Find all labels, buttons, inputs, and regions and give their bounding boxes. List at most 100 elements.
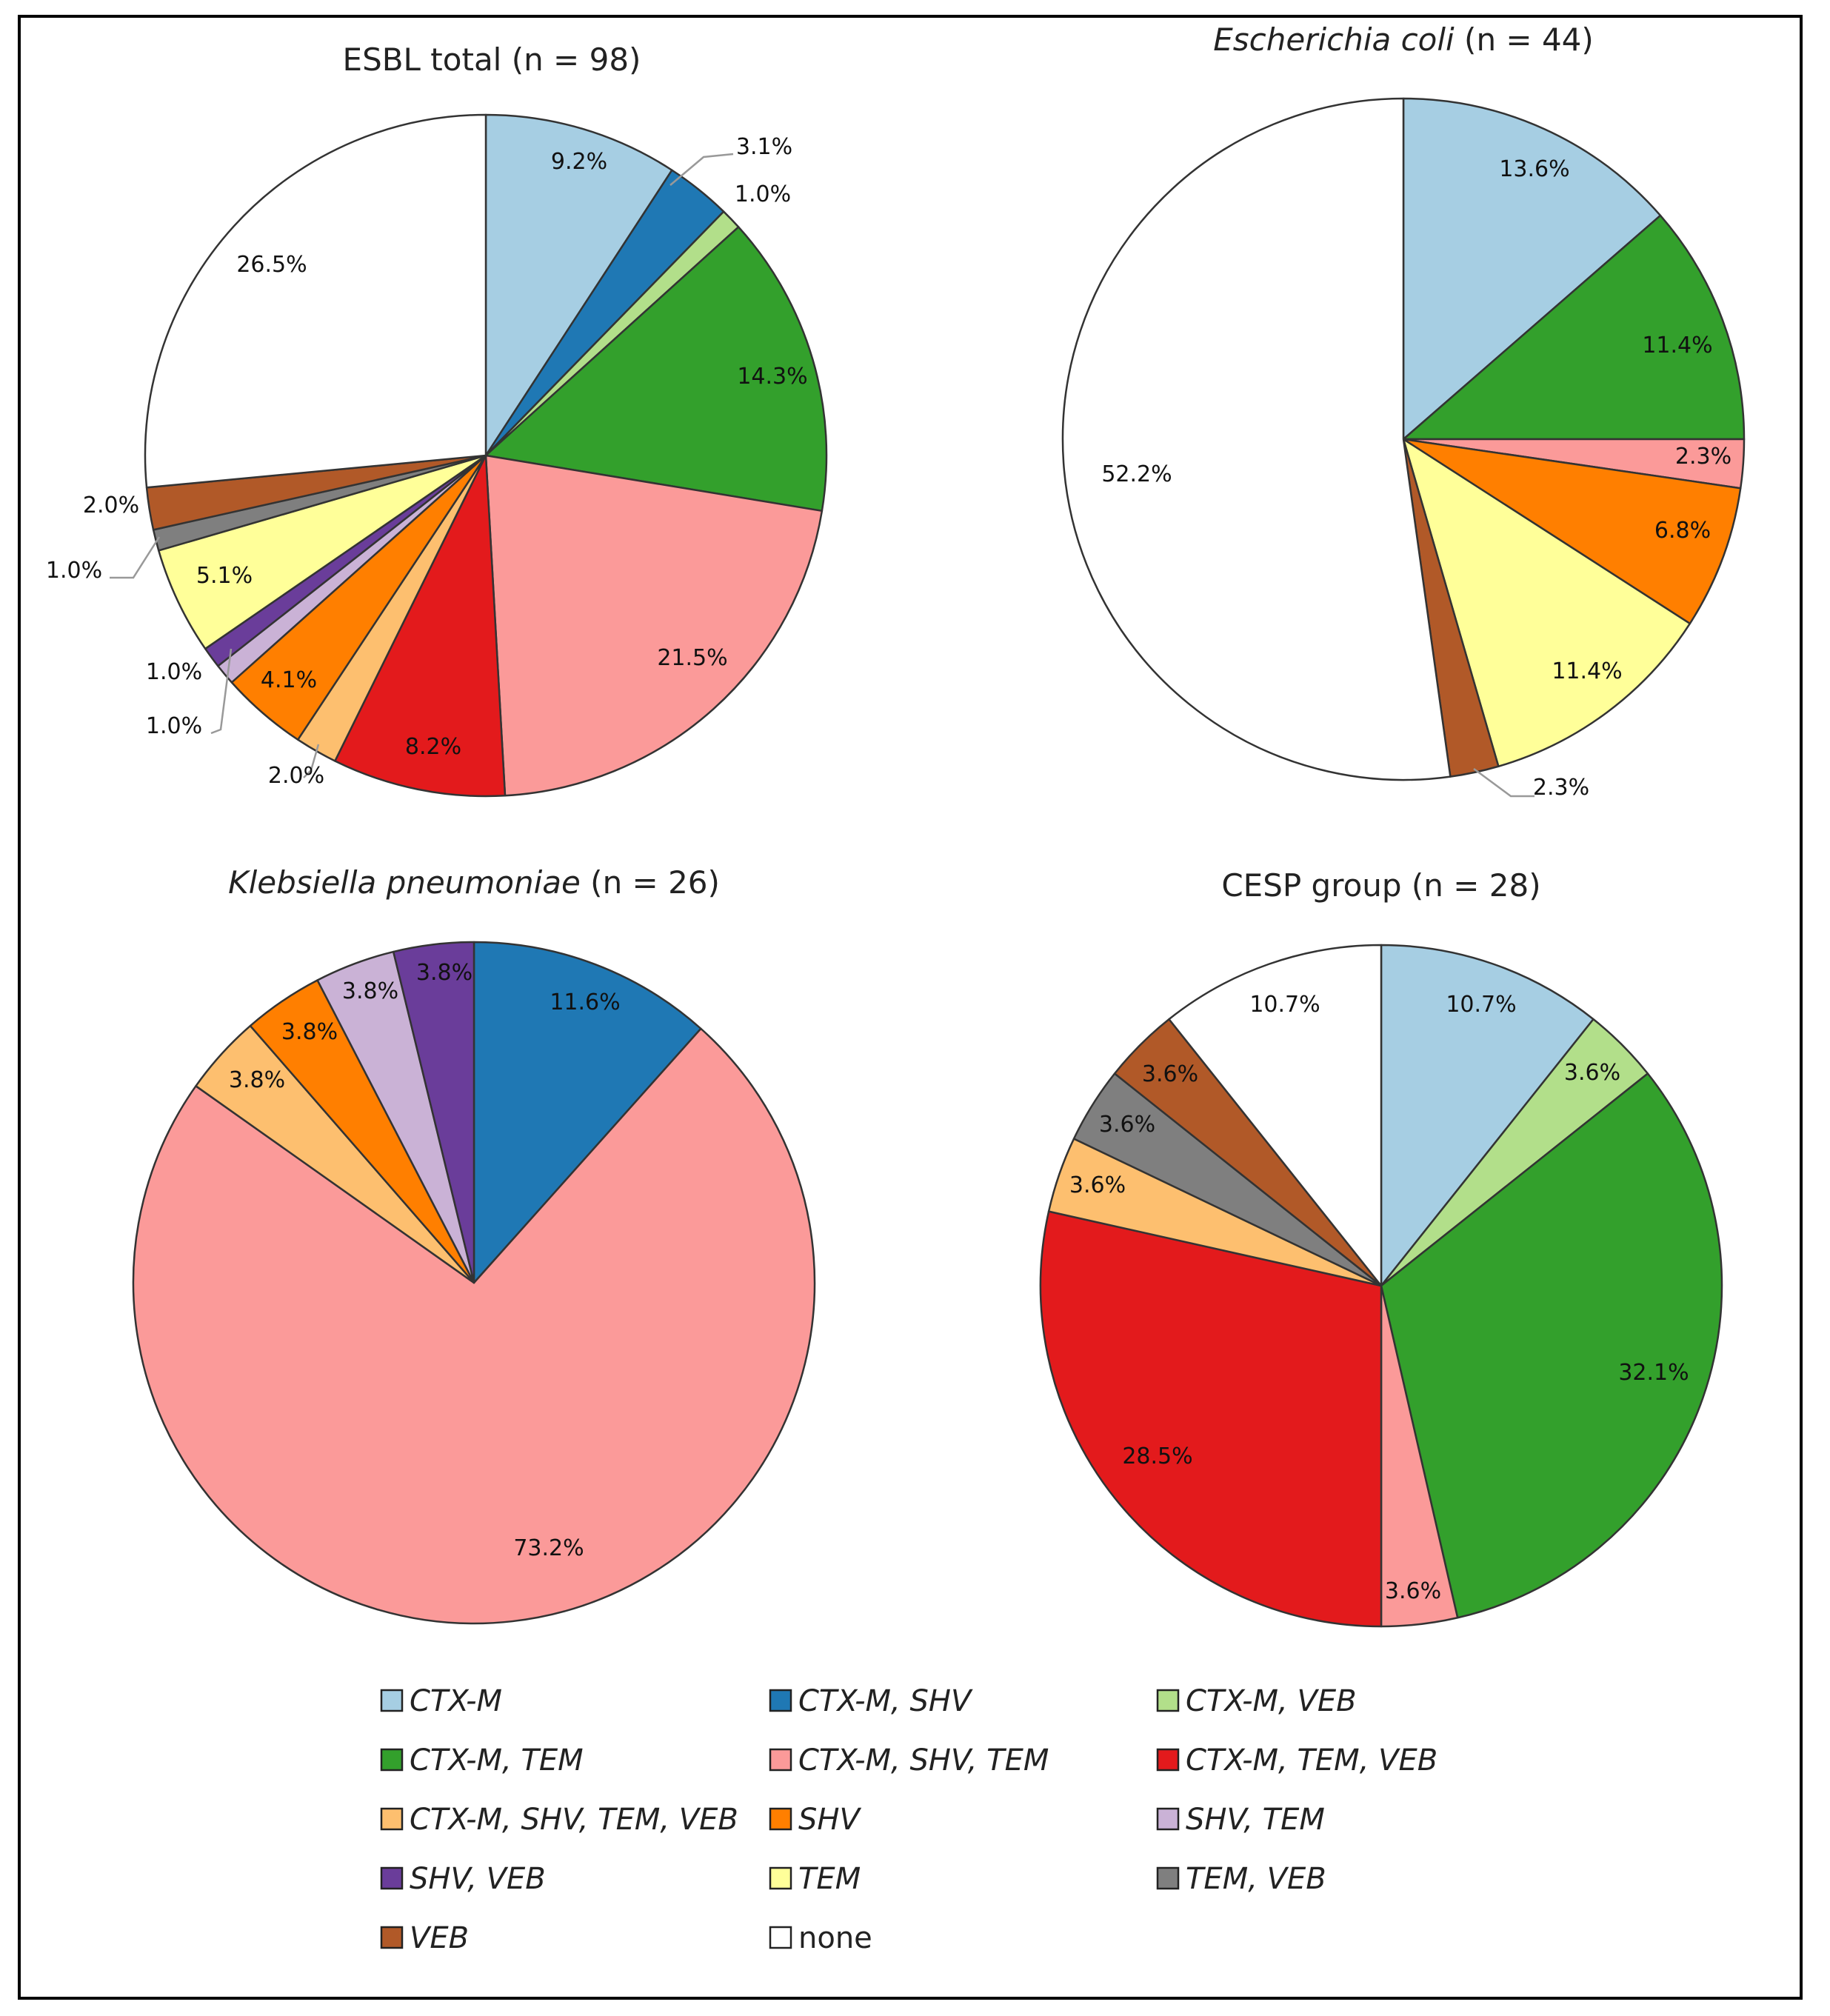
legend-swatch [380,1748,404,1772]
slice-label-ctx-m-tem: 14.3% [737,364,807,390]
legend-swatch [1156,1807,1180,1831]
legend-label: SHV, TEM [1186,1803,1325,1837]
slice-label-ctx-m-shv: 3.1% [736,134,792,160]
legend-label: CTX-M, VEB [1186,1684,1357,1718]
slice-label-ctx-m-shv-tem-veb: 2.0% [268,763,324,789]
slice-label-tem-veb: 1.0% [46,558,102,584]
legend-swatch [380,1926,404,1949]
legend-item-ctx-m-tem: CTX-M, TEM [380,1743,584,1778]
slice-label-ctx-m-shv: 11.6% [550,989,620,1015]
slice-label-none: 10.7% [1249,992,1320,1018]
legend-item-ctx-m-shv-tem-veb: CTX-M, SHV, TEM, VEB [380,1803,738,1837]
legend-item-veb: VEB [380,1921,469,1955]
legend-swatch [769,1866,792,1890]
legend-item-none: none [769,1921,872,1955]
slice-label-none: 52.2% [1101,461,1172,487]
chart-title-part: (n = 44) [1455,21,1594,58]
pie-slice-shv-veb [392,941,475,1284]
slice-label-ctx-m-shv-tem-veb: 3.6% [1069,1172,1126,1198]
legend-label: CTX-M, SHV, TEM, VEB [410,1803,738,1837]
slice-label-ctx-m-tem-veb: 28.5% [1122,1443,1192,1469]
legend: CTX-M CTX-M, SHV CTX-M, VEB CTX-M, TEM CTX-M… [380,1684,1437,1955]
pie-chart-2: Escherichia coli (n = 44) 13.6% 11.4% 2.3% 6… [1061,21,1746,801]
slice-label-ctx-m-veb: 3.6% [1564,1060,1620,1086]
pie-slice-ctx-m-shv-tem [484,454,824,797]
slice-label-none: 26.5% [236,252,307,278]
legend-swatch [769,1926,792,1949]
pie-slice-ctx-m-tem [484,226,828,513]
pie-chart-3: Klebsiella pneumoniae (n = 26) 11.6% 73.2%… [132,864,816,1625]
legend-item-shv-tem: SHV, TEM [1156,1803,1325,1837]
legend-item-ctx-m-tem-veb: CTX-M, TEM, VEB [1156,1743,1437,1778]
slice-label-ctx-m-shv-tem: 73.2% [513,1535,584,1561]
pie-slice-ctx-m-shv [472,941,702,1284]
legend-label: CTX-M, SHV [798,1684,973,1718]
slice-label-veb: 2.3% [1533,775,1589,801]
legend-item-ctx-m: CTX-M [380,1684,502,1718]
slice-label-ctx-m: 10.7% [1446,992,1516,1018]
legend-item-ctx-m-veb: CTX-M, VEB [1156,1684,1357,1718]
pie-slice-ctx-m-tem [1380,1072,1723,1619]
legend-label: CTX-M, TEM, VEB [1186,1743,1437,1778]
legend-item-ctx-m-shv: CTX-M, SHV [769,1684,973,1718]
legend-item-shv: SHV [769,1803,861,1837]
pie-chart-4: CESP group (n = 28) 10.7% 3.6% 32.1% 3.6% 28.… [1039,867,1723,1628]
chart-title-part: ESBL total (n = 98) [343,41,641,78]
pie-slice-ctx-m-tem [1402,214,1746,441]
slice-label-ctx-m: 9.2% [551,149,607,175]
pie-slice-none [144,113,487,489]
slice-label-veb: 3.6% [1142,1061,1198,1087]
slice-label-ctx-m-tem: 11.4% [1642,333,1712,358]
slice-label-tem: 5.1% [196,563,253,589]
pie-slice-ctx-m [1402,97,1662,441]
legend-label: SHV, VEB [410,1862,546,1896]
slice-label-ctx-m-shv-tem: 21.5% [657,645,727,671]
legend-label: SHV [798,1803,861,1837]
pie-slice-ctx-m-tem-veb [334,454,507,798]
leader-line [210,648,233,735]
pie-slice-none [1061,97,1452,781]
chart-title-part: Klebsiella pneumoniae [228,864,581,901]
slice-label-shv-veb: 1.0% [146,659,202,685]
slice-label-veb: 2.0% [83,493,139,518]
slice-label-shv-tem: 1.0% [146,713,202,739]
legend-item-tem-veb: TEM, VEB [1156,1862,1326,1896]
slice-label-shv-tem: 3.8% [342,978,398,1004]
pie-slice-ctx-m-shv-tem [132,1027,816,1625]
legend-label: TEM [798,1862,861,1896]
chart-title: Klebsiella pneumoniae (n = 26) [228,864,720,901]
chart-title: ESBL total (n = 98) [343,41,641,78]
legend-label: none [798,1921,872,1955]
legend-swatch [1156,1866,1180,1890]
legend-label: CTX-M, TEM [410,1743,584,1778]
legend-label: VEB [410,1921,469,1955]
legend-swatch [380,1866,404,1890]
pie-slice-ctx-m [484,113,673,457]
slice-label-ctx-m-shv-tem: 3.6% [1385,1578,1441,1604]
slice-label-ctx-m-shv-tem: 2.3% [1675,444,1732,470]
legend-label: TEM, VEB [1186,1862,1326,1896]
legend-swatch [380,1807,404,1831]
pie-slice-ctx-m-tem-veb [1039,1210,1383,1628]
slice-label-tem-veb: 3.6% [1099,1112,1155,1138]
legend-swatch [380,1689,404,1712]
legend-swatch [769,1689,792,1712]
slice-label-ctx-m-veb: 1.0% [735,181,791,207]
chart-title: Escherichia coli (n = 44) [1213,21,1594,58]
legend-label: CTX-M [410,1684,502,1718]
pie-slice-tem [158,454,487,650]
slice-label-shv-veb: 3.8% [416,960,472,986]
chart-title-part: Escherichia coli [1213,21,1455,58]
slice-label-shv: 6.8% [1654,518,1711,544]
slice-label-ctx-m-shv-tem-veb: 3.8% [229,1067,285,1093]
legend-swatch [1156,1689,1180,1712]
legend-item-tem: TEM [769,1862,861,1896]
chart-title: CESP group (n = 28) [1221,867,1540,904]
legend-label: CTX-M, SHV, TEM [798,1743,1049,1778]
slice-label-tem: 11.4% [1552,658,1622,684]
legend-item-ctx-m-shv-tem: CTX-M, SHV, TEM [769,1743,1049,1778]
leader-line [1473,767,1535,798]
pie-slice-ctx-m [1380,944,1594,1287]
slice-label-ctx-m: 13.6% [1499,156,1569,182]
